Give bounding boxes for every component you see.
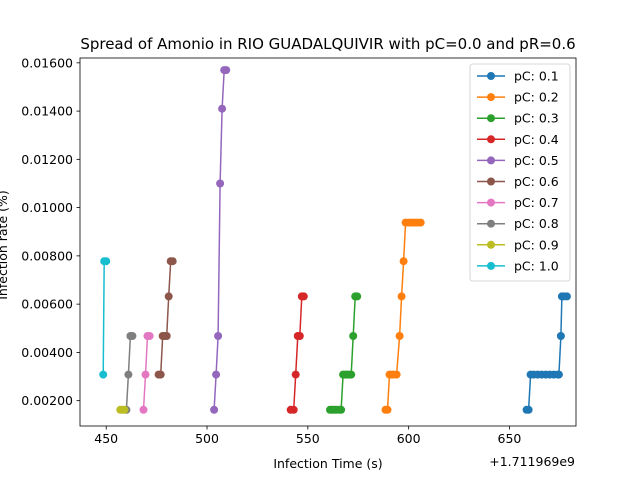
series-4 xyxy=(286,292,308,414)
data-point xyxy=(145,332,154,340)
legend-label: pC: 0.2 xyxy=(514,90,559,105)
data-point xyxy=(289,405,298,414)
legend-item: pC: 0.5 xyxy=(477,153,559,168)
legend-marker xyxy=(487,177,495,186)
legend-label: pC: 0.1 xyxy=(514,69,559,84)
legend-marker xyxy=(487,261,495,270)
y-tick-label: 0.01000 xyxy=(21,200,73,215)
data-point xyxy=(337,405,346,414)
data-point xyxy=(128,332,137,340)
data-point xyxy=(124,370,133,379)
data-point xyxy=(156,370,165,379)
data-point xyxy=(99,370,108,379)
data-point xyxy=(554,370,563,379)
data-point xyxy=(416,218,425,227)
y-tick-label: 0.01400 xyxy=(21,104,73,119)
plot-area xyxy=(99,66,571,414)
data-point xyxy=(222,66,231,75)
series-10 xyxy=(99,257,111,379)
x-axis-label: Infection Time (s) xyxy=(273,456,382,471)
legend-label: pC: 1.0 xyxy=(514,258,559,273)
axes-frame xyxy=(79,57,577,427)
legend-item: pC: 0.3 xyxy=(477,111,559,126)
y-tick-label: 0.00400 xyxy=(21,345,73,360)
data-point xyxy=(347,370,356,379)
legend-marker xyxy=(487,240,495,249)
data-point xyxy=(139,405,148,414)
data-point xyxy=(120,405,129,414)
y-axis-label: Infection rate (%) xyxy=(0,190,10,300)
data-point xyxy=(353,292,362,301)
data-point xyxy=(164,292,173,301)
data-point xyxy=(383,405,392,414)
legend-item: pC: 0.7 xyxy=(477,195,559,210)
legend-label: pC: 0.9 xyxy=(514,237,559,252)
data-point xyxy=(214,332,223,340)
legend-marker xyxy=(487,72,495,80)
data-point xyxy=(168,257,177,266)
y-tick-label: 0.00800 xyxy=(21,248,73,263)
series-7 xyxy=(139,332,154,414)
legend-label: pC: 0.3 xyxy=(514,111,559,126)
x-tick-label: 650 xyxy=(498,431,522,446)
legend-marker xyxy=(487,156,495,165)
data-point xyxy=(556,332,565,340)
data-point xyxy=(141,370,150,379)
legend-item: pC: 0.2 xyxy=(477,90,559,105)
legend-label: pC: 0.4 xyxy=(514,132,559,147)
series-5 xyxy=(210,66,231,414)
data-point xyxy=(295,332,304,340)
y-tick-label: 0.01200 xyxy=(21,152,73,167)
data-point xyxy=(212,370,221,379)
data-point xyxy=(299,292,308,301)
x-tick-label: 600 xyxy=(397,431,421,446)
data-point xyxy=(524,405,533,414)
series-9 xyxy=(116,405,129,414)
series-2 xyxy=(381,218,425,414)
data-point xyxy=(399,257,408,266)
legend-label: pC: 0.8 xyxy=(514,216,559,231)
data-point xyxy=(349,332,358,340)
axes: 450 500 550 600 650 0.00200 0.00400 0.00600 0.00… xyxy=(21,55,577,446)
series-1 xyxy=(522,292,571,414)
legend-item: pC: 0.8 xyxy=(477,216,559,231)
data-point xyxy=(102,257,111,266)
legend-item: pC: 0.4 xyxy=(477,132,559,147)
series-8 xyxy=(122,332,137,414)
legend-item: pC: 0.6 xyxy=(477,174,559,189)
legend-marker xyxy=(487,198,495,207)
legend-item: pC: 0.1 xyxy=(477,69,559,84)
x-axis-offset-label: +1.711969e9 xyxy=(489,454,575,469)
legend-label: pC: 0.7 xyxy=(514,195,559,210)
y-tick-label: 0.01600 xyxy=(21,55,73,70)
legend: pC: 0.1 pC: 0.2 pC: 0.3 pC: 0.4 pC: 0.5 pC: 0… xyxy=(469,63,571,282)
series-3 xyxy=(326,292,362,414)
y-tick-label: 0.00200 xyxy=(21,393,73,408)
legend-label: pC: 0.6 xyxy=(514,174,559,189)
legend-marker xyxy=(487,93,495,102)
series-6 xyxy=(154,257,177,379)
data-point xyxy=(218,104,227,113)
y-tick-label: 0.00600 xyxy=(21,297,73,312)
data-point xyxy=(216,179,225,188)
legend-marker xyxy=(487,219,495,228)
legend-marker xyxy=(487,135,495,144)
data-point xyxy=(291,370,300,379)
legend-item: pC: 1.0 xyxy=(477,258,559,273)
chart-title: Spread of Amonio in RIO GUADALQUIVIR wit… xyxy=(80,35,575,53)
legend-label: pC: 0.5 xyxy=(514,153,559,168)
data-point xyxy=(392,370,401,379)
legend-marker xyxy=(487,114,495,123)
data-point xyxy=(210,405,219,414)
x-tick-label: 550 xyxy=(296,431,320,446)
data-point xyxy=(395,332,404,340)
data-point xyxy=(397,292,406,301)
legend-item: pC: 0.9 xyxy=(477,237,559,252)
data-point xyxy=(162,332,171,340)
x-tick-label: 500 xyxy=(195,431,219,446)
data-point xyxy=(562,292,571,301)
x-tick-label: 450 xyxy=(94,431,118,446)
